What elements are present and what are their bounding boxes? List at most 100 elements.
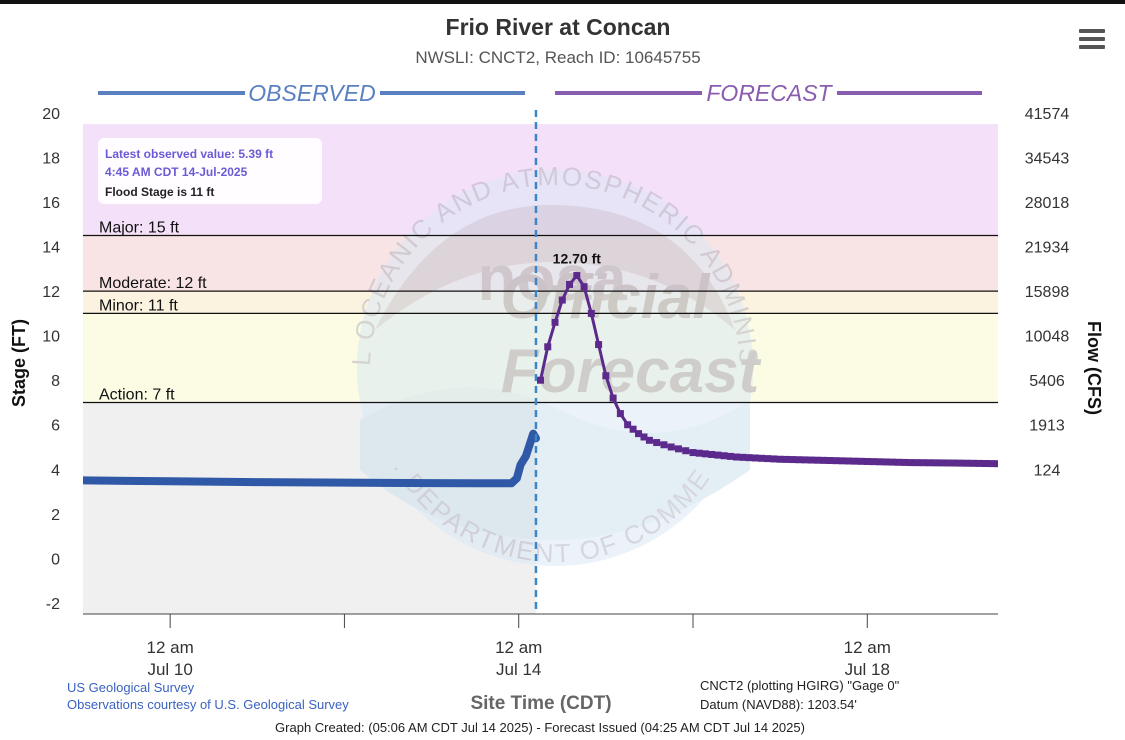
- x-tick-label-time: 12 am: [495, 638, 542, 657]
- chart-title: Frio River at Concan: [446, 14, 671, 40]
- flow-tick-label: 41574: [1025, 106, 1070, 123]
- flow-tick-label: 1913: [1029, 418, 1065, 435]
- flow-tick-label: 10048: [1025, 329, 1070, 346]
- forecast-point: [963, 459, 971, 467]
- y-tick-label: 18: [42, 151, 60, 168]
- series-group: [83, 272, 998, 488]
- forecast-point: [813, 456, 821, 464]
- flow-tick-label: 124: [1034, 462, 1061, 479]
- forecast-point: [566, 280, 574, 288]
- forecast-point: [969, 459, 977, 467]
- forecast-point: [838, 457, 846, 465]
- y-tick-label: 6: [51, 418, 60, 435]
- threshold-label-action: Action: 7 ft: [99, 386, 175, 403]
- forecast-point: [988, 460, 996, 468]
- y-tick-label: 10: [42, 329, 60, 346]
- y-tick-label: 8: [51, 373, 60, 390]
- forecast-point: [950, 459, 958, 467]
- forecast-point: [807, 456, 815, 464]
- forecast-point: [801, 456, 809, 464]
- forecast-point: [782, 455, 790, 463]
- top-border: [0, 0, 1125, 4]
- forecast-point: [660, 441, 668, 449]
- y-tick-label: 2: [51, 507, 60, 524]
- y-tick-label: 14: [42, 240, 60, 257]
- threshold-label-major: Major: 15 ft: [99, 219, 180, 236]
- forecast-point: [857, 457, 865, 465]
- forecast-point: [757, 454, 765, 462]
- forecast-point: [726, 452, 734, 460]
- flow-tick-label: 28018: [1025, 195, 1070, 212]
- forecast-point: [587, 309, 595, 317]
- right-axis-label: Flow (CFS): [1084, 321, 1104, 415]
- forecast-point: [907, 459, 915, 467]
- y-tick-label: 12: [42, 284, 60, 301]
- credit-link-usgs[interactable]: US Geological Survey: [67, 680, 195, 695]
- forecast-point: [776, 455, 784, 463]
- forecast-point: [789, 456, 797, 464]
- y-tick-label: 0: [51, 551, 60, 568]
- forecast-point: [629, 425, 637, 433]
- forecast-point: [994, 460, 998, 468]
- flow-tick-label: 15898: [1025, 284, 1070, 301]
- forecast-point: [944, 459, 952, 467]
- peak-data-label: 12.70 ft: [553, 251, 602, 267]
- forecast-point: [645, 436, 653, 444]
- latest-value-box: Latest observed value: 5.39 ft 4:45 AM C…: [98, 138, 322, 204]
- observed-series-line: [83, 429, 540, 488]
- watermark-center: noaa: [477, 242, 627, 314]
- forecast-point: [701, 450, 709, 458]
- forecast-point: [714, 451, 722, 459]
- forecast-point: [635, 430, 643, 438]
- forecast-point: [975, 459, 983, 467]
- forecast-point: [957, 459, 965, 467]
- hamburger-menu-icon[interactable]: [1079, 29, 1105, 51]
- forecast-point: [938, 459, 946, 467]
- x-tick-label-time: 12 am: [147, 638, 194, 657]
- datum-line-2: Datum (NAVD88): 1203.54': [700, 697, 857, 712]
- x-tick-label-time: 12 am: [844, 638, 891, 657]
- forecast-point: [876, 458, 884, 466]
- forecast-point: [982, 460, 990, 468]
- forecast-point: [616, 410, 624, 418]
- credit-link-observations[interactable]: Observations courtesy of U.S. Geological…: [67, 697, 349, 712]
- forecast-point: [544, 343, 552, 351]
- forecast-point: [708, 450, 716, 458]
- forecast-point: [882, 458, 890, 466]
- y-axis-ticks: -2 0 2 4 6 8 10 12 14 16 18 20: [42, 106, 60, 613]
- forecast-point: [682, 447, 690, 455]
- forecast-point: [695, 449, 703, 457]
- watermark-stamp-line1: Official: [500, 263, 711, 332]
- forecast-point: [888, 458, 896, 466]
- x-axis-label: Site Time (CDT): [470, 693, 611, 714]
- x-tick-label-date: Jul 14: [496, 660, 541, 679]
- chart-subtitle: NWSLI: CNCT2, Reach ID: 10645755: [415, 48, 700, 67]
- forecast-point: [739, 453, 747, 461]
- forecast-point: [795, 456, 803, 464]
- watermark-stamp-line2: Forecast: [501, 337, 762, 406]
- forecast-point: [640, 433, 648, 441]
- forecast-point: [826, 457, 834, 465]
- latest-value-line: Latest observed value: 5.39 ft: [105, 147, 273, 161]
- y-tick-label: -2: [46, 596, 60, 613]
- forecast-point: [551, 318, 559, 326]
- forecast-point: [913, 459, 921, 467]
- threshold-label-minor: Minor: 11 ft: [99, 297, 178, 314]
- forecast-point: [926, 459, 934, 467]
- forecast-point: [919, 459, 927, 467]
- forecast-point: [609, 394, 617, 402]
- y-axis-label: Stage (FT): [9, 319, 29, 407]
- x-axis-ticks: 12 am Jul 10 12 am Jul 14 12 am Jul 18: [147, 614, 891, 679]
- flow-tick-label: 21934: [1025, 240, 1070, 257]
- forecast-point: [674, 445, 682, 453]
- forecast-point: [624, 421, 632, 429]
- forecast-point: [832, 457, 840, 465]
- flow-tick-label: 5406: [1029, 373, 1065, 390]
- forecast-point: [602, 372, 610, 380]
- forecast-point: [573, 272, 581, 280]
- forecast-point: [820, 456, 828, 464]
- forecast-point: [558, 296, 566, 304]
- x-tick-label-date: Jul 10: [147, 660, 192, 679]
- forecast-point: [653, 439, 661, 447]
- forecast-header: FORECAST: [555, 80, 982, 106]
